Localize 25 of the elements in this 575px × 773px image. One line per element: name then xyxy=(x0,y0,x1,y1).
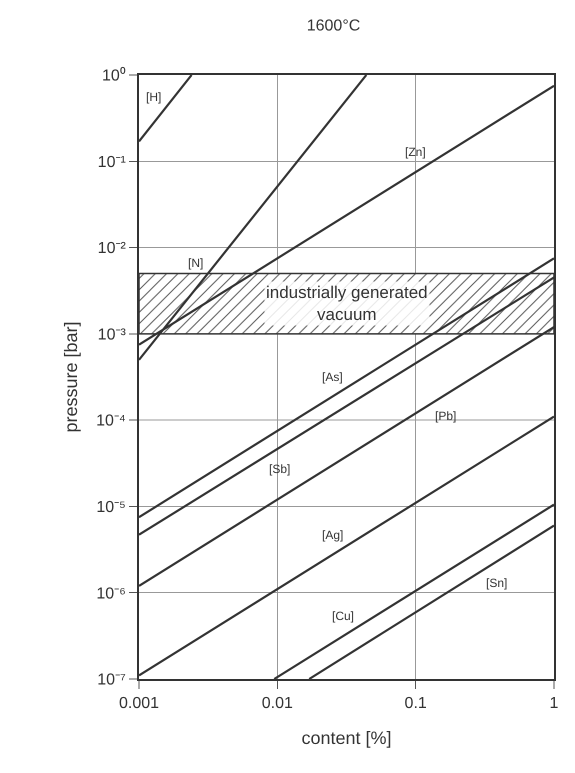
series-label: [Pb] xyxy=(435,409,456,423)
x-tick-label: 0.001 xyxy=(118,695,160,712)
y-tick-label: 10⁻² xyxy=(98,240,126,258)
y-axis-title: pressure [bar] xyxy=(60,321,81,433)
x-tick-label: 0.01 xyxy=(262,695,293,712)
series-label: [H] xyxy=(146,90,162,104)
series-label: [Ag] xyxy=(322,528,344,542)
series-label: [Zn] xyxy=(405,145,426,159)
series-label: [Cu] xyxy=(332,609,354,623)
y-tick-label: 10⁰ xyxy=(102,66,126,85)
series-label: [N] xyxy=(188,256,204,270)
band-label: industrially generated vacuum xyxy=(266,283,428,324)
y-tick-label: 10⁻⁵ xyxy=(96,499,126,516)
series-label: [As] xyxy=(322,370,343,384)
chart-title: 1600°C xyxy=(306,18,360,35)
y-tick-label: 10⁻³ xyxy=(98,326,126,344)
y-tick-label: 10⁻⁷ xyxy=(97,672,126,689)
y-tick-label: 10⁻⁴ xyxy=(96,412,126,430)
series-label: [Sb] xyxy=(269,462,290,476)
x-tick-label: 1 xyxy=(550,695,559,712)
series-label: [Sn] xyxy=(486,576,508,590)
y-tick-label: 10⁻¹ xyxy=(98,154,126,171)
y-tick-label: 10⁻⁶ xyxy=(96,585,126,602)
x-tick-label: 0.1 xyxy=(404,695,427,712)
x-axis-title: content [%] xyxy=(301,728,392,748)
